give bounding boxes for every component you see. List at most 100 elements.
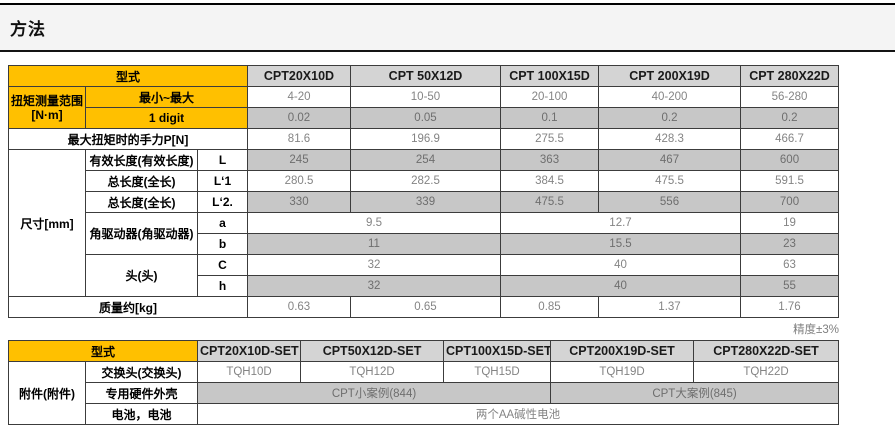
table-row: 1 digit 0.02 0.05 0.1 0.2 0.2 xyxy=(9,107,839,129)
spec-table: 型式 CPT20X10D CPT 50X12D CPT 100X15D CPT … xyxy=(8,65,839,318)
accessories-group-label: 附件(附件) xyxy=(8,361,86,425)
value-cell: 245 xyxy=(247,149,351,171)
model-header-cell: CPT280X22D-SET xyxy=(693,340,840,362)
table-row: 电池，电池 两个AA碱性电池 xyxy=(9,403,840,425)
hand-force-row-label: 最大扭矩时的手力P[N] xyxy=(8,128,248,150)
value-cell: 12.7 xyxy=(500,212,741,234)
set-model-header-label: 型式 xyxy=(7,340,199,362)
model-header-cell: CPT 200X19D xyxy=(598,65,741,87)
value-cell: 63 xyxy=(740,254,839,276)
value-cell: 0.65 xyxy=(350,296,501,318)
battery-row-label: 电池，电池 xyxy=(84,403,199,425)
table-row: 型式 CPT20X10D CPT 50X12D CPT 100X15D CPT … xyxy=(8,65,839,87)
value-cell: TQH12D xyxy=(300,361,445,383)
effective-length-label: 有效长度(有效长度) xyxy=(85,149,198,171)
value-cell: TQH10D xyxy=(197,361,302,383)
value-cell: 363 xyxy=(500,149,599,171)
value-cell: 556 xyxy=(598,191,741,213)
value-cell: 40-200 xyxy=(598,86,741,108)
value-cell: 81.6 xyxy=(247,128,351,150)
value-cell: 40 xyxy=(500,275,741,297)
digit-row-label: 1 digit xyxy=(85,107,248,129)
total-length1-label: 总长度(全长) xyxy=(85,170,198,192)
content-area: 型式 CPT20X10D CPT 50X12D CPT 100X15D CPT … xyxy=(7,65,840,425)
case-row-label: 专用硬件外壳 xyxy=(84,382,199,404)
min-max-row-label: 最小~最大 xyxy=(85,86,248,108)
value-cell: 591.5 xyxy=(740,170,839,192)
value-cell: 254 xyxy=(350,149,501,171)
value-cell: 55 xyxy=(740,275,839,297)
torque-range-group-line1: 扭矩测量范围 xyxy=(11,93,84,108)
value-cell: 0.63 xyxy=(247,296,351,318)
symbol-cell: a xyxy=(197,212,248,234)
table-row: 附件(附件) 交换头(交换头) TQH10D TQH12D TQH15D TQH… xyxy=(8,361,840,425)
value-cell: 1.76 xyxy=(740,296,839,318)
model-header-cell: CPT200X19D-SET xyxy=(550,340,695,362)
torque-range-group-line2: [N·m] xyxy=(31,107,63,122)
table-row: 总长度(全长) L‘1 280.5 282.5 384.5 475.5 591.… xyxy=(9,170,839,192)
value-cell: 475.5 xyxy=(500,191,599,213)
value-cell: 475.5 xyxy=(598,170,741,192)
set-table: 型式 CPT20X10D-SET CPT50X12D-SET CPT100X15… xyxy=(7,340,840,425)
torque-range-group-label: 扭矩测量范围 [N·m] xyxy=(8,86,86,129)
square-drive-group-label: 角驱动器(角驱动器) xyxy=(85,212,198,255)
value-cell: 275.5 xyxy=(500,128,599,150)
symbol-cell: C xyxy=(197,254,248,276)
section-heading-band: 方法 xyxy=(0,3,895,52)
value-cell: TQH19D xyxy=(550,361,695,383)
table-row: 尺寸[mm] 有效长度(有效长度) L 245 254 363 467 600 xyxy=(8,149,839,297)
value-cell: 700 xyxy=(740,191,839,213)
value-cell: CPT大案例(845) xyxy=(550,382,840,404)
value-cell: 32 xyxy=(247,254,501,276)
symbol-cell: L‘1 xyxy=(197,170,248,192)
symbol-cell: L‘2. xyxy=(197,191,248,213)
value-cell: 40 xyxy=(500,254,741,276)
exchange-head-label: 交换头(交换头) xyxy=(84,361,199,383)
value-cell: 600 xyxy=(740,149,839,171)
value-cell: 0.2 xyxy=(740,107,839,129)
value-cell: 15.5 xyxy=(500,233,741,255)
head-group-label: 头(头) xyxy=(85,254,198,297)
table-row: 总长度(全长) L‘2. 330 339 475.5 556 700 xyxy=(9,191,839,213)
value-cell: 1.37 xyxy=(598,296,741,318)
value-cell: 19 xyxy=(740,212,839,234)
value-cell: 0.85 xyxy=(500,296,599,318)
model-header-cell: CPT20X10D-SET xyxy=(197,340,302,362)
symbol-cell: b xyxy=(197,233,248,255)
model-header-cell: CPT100X15D-SET xyxy=(443,340,552,362)
model-header-cell: CPT20X10D xyxy=(247,65,351,87)
page-title: 方法 xyxy=(10,20,46,39)
value-cell: 56-280 xyxy=(740,86,839,108)
value-cell: TQH22D xyxy=(693,361,840,383)
mass-row-label: 质量约[kg] xyxy=(8,296,248,318)
model-header-cell: CPT 100X15D xyxy=(500,65,599,87)
value-cell: 330 xyxy=(247,191,351,213)
value-cell: 32 xyxy=(247,275,501,297)
value-cell: 467 xyxy=(598,149,741,171)
value-cell: 4-20 xyxy=(247,86,351,108)
value-cell: 23 xyxy=(740,233,839,255)
table-row: 头(头) C 32 40 63 xyxy=(9,254,839,297)
value-cell: 0.2 xyxy=(598,107,741,129)
value-cell: 10-50 xyxy=(350,86,501,108)
symbol-cell: h xyxy=(197,275,248,297)
value-cell: 9.5 xyxy=(247,212,501,234)
accuracy-note: 精度±3% xyxy=(793,324,839,336)
value-cell: 20-100 xyxy=(500,86,599,108)
model-header-label: 型式 xyxy=(8,65,248,87)
value-cell: 11 xyxy=(247,233,501,255)
value-cell: 两个AA碱性电池 xyxy=(197,403,840,425)
value-cell: 466.7 xyxy=(740,128,839,150)
table-row: 角驱动器(角驱动器) a 9.5 12.7 19 xyxy=(9,212,839,255)
dimensions-group-label: 尺寸[mm] xyxy=(8,149,86,297)
symbol-cell: L xyxy=(197,149,248,171)
table-row: 型式 CPT20X10D-SET CPT50X12D-SET CPT100X15… xyxy=(7,340,840,362)
value-cell: CPT小案例(844) xyxy=(197,382,552,404)
table-row: 专用硬件外壳 CPT小案例(844) CPT大案例(845) xyxy=(9,382,840,404)
value-cell: 282.5 xyxy=(350,170,501,192)
model-header-cell: CPT 280X22D xyxy=(740,65,839,87)
value-cell: 0.02 xyxy=(247,107,351,129)
total-length2-label: 总长度(全长) xyxy=(85,191,198,213)
model-header-cell: CPT 50X12D xyxy=(350,65,501,87)
